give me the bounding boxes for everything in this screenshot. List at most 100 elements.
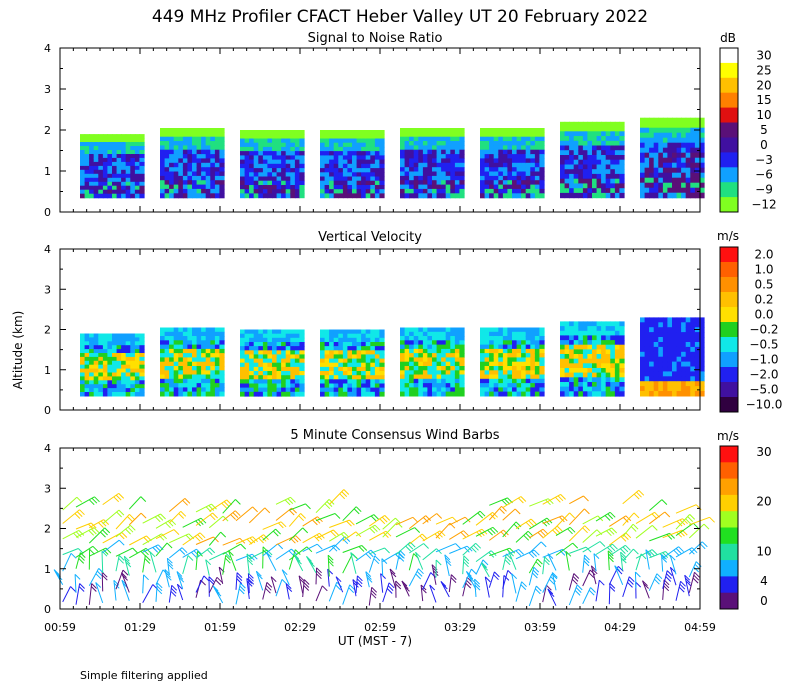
heatmap-cell	[281, 391, 287, 397]
heatmap-cell	[361, 168, 367, 173]
heatmap-cell	[130, 349, 136, 354]
wind-barb-flag	[343, 489, 350, 495]
heatmap-cell	[89, 384, 95, 389]
heatmap-cell	[205, 374, 211, 380]
heatmap-cell	[258, 180, 264, 186]
heatmap-cell	[201, 353, 207, 358]
wind-barb-flag	[379, 518, 386, 525]
heatmap-cell	[324, 379, 330, 385]
heatmap-cell	[182, 162, 189, 168]
heatmap-cell	[614, 354, 621, 360]
heatmap-cell	[619, 136, 625, 142]
wind-barb-shaft	[555, 542, 573, 556]
heatmap-cell	[134, 372, 141, 377]
heatmap-cell	[258, 142, 264, 148]
heatmap-cell	[342, 375, 349, 380]
heatmap-cell	[569, 354, 575, 360]
heatmap-cell	[173, 370, 179, 376]
heatmap-cell	[80, 185, 86, 191]
heatmap-cell	[299, 193, 305, 199]
heatmap-cell	[516, 353, 522, 358]
heatmap-cell	[214, 331, 221, 337]
heatmap-cell	[347, 366, 353, 372]
heatmap-cell	[569, 344, 575, 350]
heatmap-cell	[134, 360, 141, 366]
heatmap-cell	[347, 371, 353, 376]
heatmap-cell	[169, 370, 175, 376]
heatmap-cell	[253, 168, 259, 173]
heatmap-cell	[89, 134, 95, 139]
wind-barb-flag	[328, 560, 334, 567]
heatmap-cell	[582, 140, 589, 147]
heatmap-cell	[422, 340, 429, 346]
heatmap-cell	[379, 333, 385, 339]
heatmap-cell	[614, 391, 621, 397]
y-tick-label: 1	[44, 364, 51, 377]
heatmap-cell	[281, 159, 287, 165]
wind-barb	[462, 555, 470, 575]
heatmap-cell	[489, 383, 495, 388]
heatmap-cell	[361, 387, 367, 393]
heatmap-cell	[164, 353, 170, 358]
heatmap-cell	[521, 348, 527, 354]
wind-barb-flag	[525, 521, 532, 528]
heatmap-cell	[525, 167, 531, 173]
heatmap-cell	[139, 353, 145, 358]
wind-barb-flag	[627, 582, 633, 588]
heatmap-cell	[173, 145, 179, 151]
heatmap-cell	[498, 180, 504, 186]
heatmap-cell	[601, 321, 607, 327]
wind-barb-shaft	[408, 568, 419, 587]
colorbar-swatch	[720, 367, 738, 383]
heatmap-cell	[182, 175, 189, 181]
heatmap-cell	[89, 169, 95, 175]
heatmap-cell	[427, 340, 433, 346]
heatmap-cell	[374, 391, 381, 397]
heatmap-cell	[244, 350, 250, 356]
heatmap-cell	[484, 327, 490, 333]
heatmap-cell	[240, 383, 246, 389]
wind-barb-shaft	[235, 506, 253, 522]
heatmap-cell	[450, 357, 456, 363]
heatmap-cell	[644, 127, 650, 134]
heatmap-cell	[653, 371, 659, 377]
heatmap-cell	[169, 149, 175, 155]
heatmap-cell	[324, 130, 330, 135]
heatmap-cell	[400, 132, 406, 138]
heatmap-cell	[560, 188, 566, 194]
heatmap-cell	[699, 157, 705, 164]
heatmap-cell	[182, 391, 189, 397]
heatmap-cell	[681, 332, 687, 338]
heatmap-cell	[436, 128, 442, 133]
heatmap-cell	[436, 132, 442, 138]
wind-barb-flag	[100, 520, 107, 527]
heatmap-cell	[525, 132, 531, 138]
heatmap-cell	[699, 117, 705, 124]
colorbar-swatch	[720, 337, 738, 353]
heatmap-cell	[361, 358, 367, 364]
heatmap-cell	[601, 178, 607, 184]
heatmap-cell	[285, 151, 291, 156]
heatmap-cell	[512, 132, 518, 138]
heatmap-cell	[534, 180, 541, 186]
wind-barb	[142, 513, 166, 524]
heatmap-cell	[267, 337, 273, 343]
heatmap-cell	[102, 341, 109, 346]
heatmap-cell	[534, 340, 541, 346]
wind-barb-flag	[316, 573, 322, 580]
wind-barb-flag	[550, 576, 556, 582]
heatmap-cell	[333, 193, 339, 199]
heatmap-cell	[530, 387, 536, 393]
heatmap-cell	[512, 357, 518, 363]
wind-barb	[368, 586, 378, 606]
heatmap-cell	[244, 362, 250, 368]
heatmap-cell	[560, 121, 566, 128]
heatmap-cell	[436, 136, 442, 142]
heatmap-cell	[484, 149, 490, 155]
heatmap-cell	[400, 361, 406, 367]
heatmap-cell	[214, 162, 221, 168]
heatmap-cell	[569, 368, 575, 374]
wind-barb-flag	[584, 525, 591, 532]
heatmap-cell	[324, 337, 330, 343]
heatmap-cell	[347, 155, 353, 161]
